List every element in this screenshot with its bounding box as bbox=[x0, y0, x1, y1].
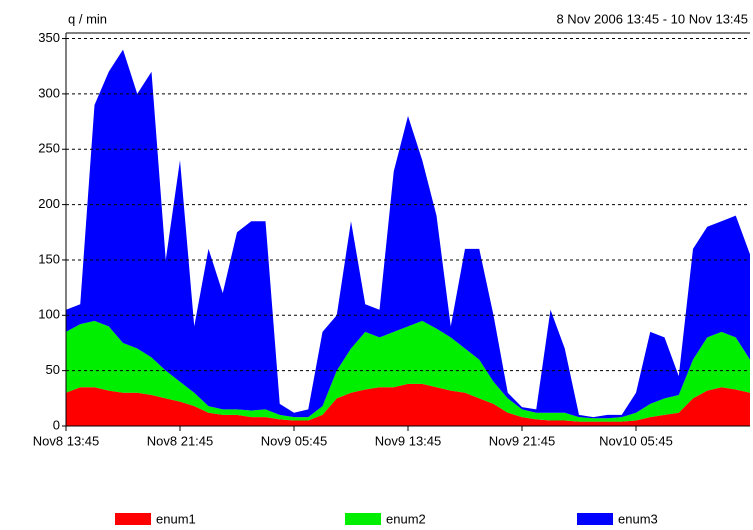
y-tick-label: 250 bbox=[38, 141, 60, 156]
y-tick-label: 200 bbox=[38, 196, 60, 211]
legend-label: enum1 bbox=[156, 511, 196, 526]
x-tick-label: Nov8 21:45 bbox=[147, 433, 214, 448]
x-tick-label: Nov8 13:45 bbox=[33, 433, 100, 448]
chart-subtitle: 8 Nov 2006 13:45 - 10 Nov 13:45 bbox=[556, 11, 748, 26]
y-tick-label: 0 bbox=[53, 417, 60, 432]
area bbox=[66, 49, 750, 419]
area bbox=[66, 320, 750, 422]
x-tick-label: Nov9 21:45 bbox=[489, 433, 556, 448]
legend-label: enum3 bbox=[618, 511, 658, 526]
y-tick-label: 300 bbox=[38, 85, 60, 100]
y-tick-label: 50 bbox=[46, 362, 60, 377]
x-tick-label: Nov9 13:45 bbox=[375, 433, 442, 448]
y-tick-label: 350 bbox=[38, 30, 60, 45]
y-tick-label: 100 bbox=[38, 307, 60, 322]
x-tick-label: Nov9 05:45 bbox=[261, 433, 328, 448]
legend-swatch bbox=[345, 513, 381, 525]
area bbox=[66, 383, 750, 426]
legend-swatch bbox=[115, 513, 151, 525]
x-tick-label: Nov10 05:45 bbox=[599, 433, 673, 448]
legend-label: enum2 bbox=[386, 511, 426, 526]
y-tick-label: 150 bbox=[38, 251, 60, 266]
y-axis-label: q / min bbox=[68, 11, 107, 26]
legend-swatch bbox=[577, 513, 613, 525]
